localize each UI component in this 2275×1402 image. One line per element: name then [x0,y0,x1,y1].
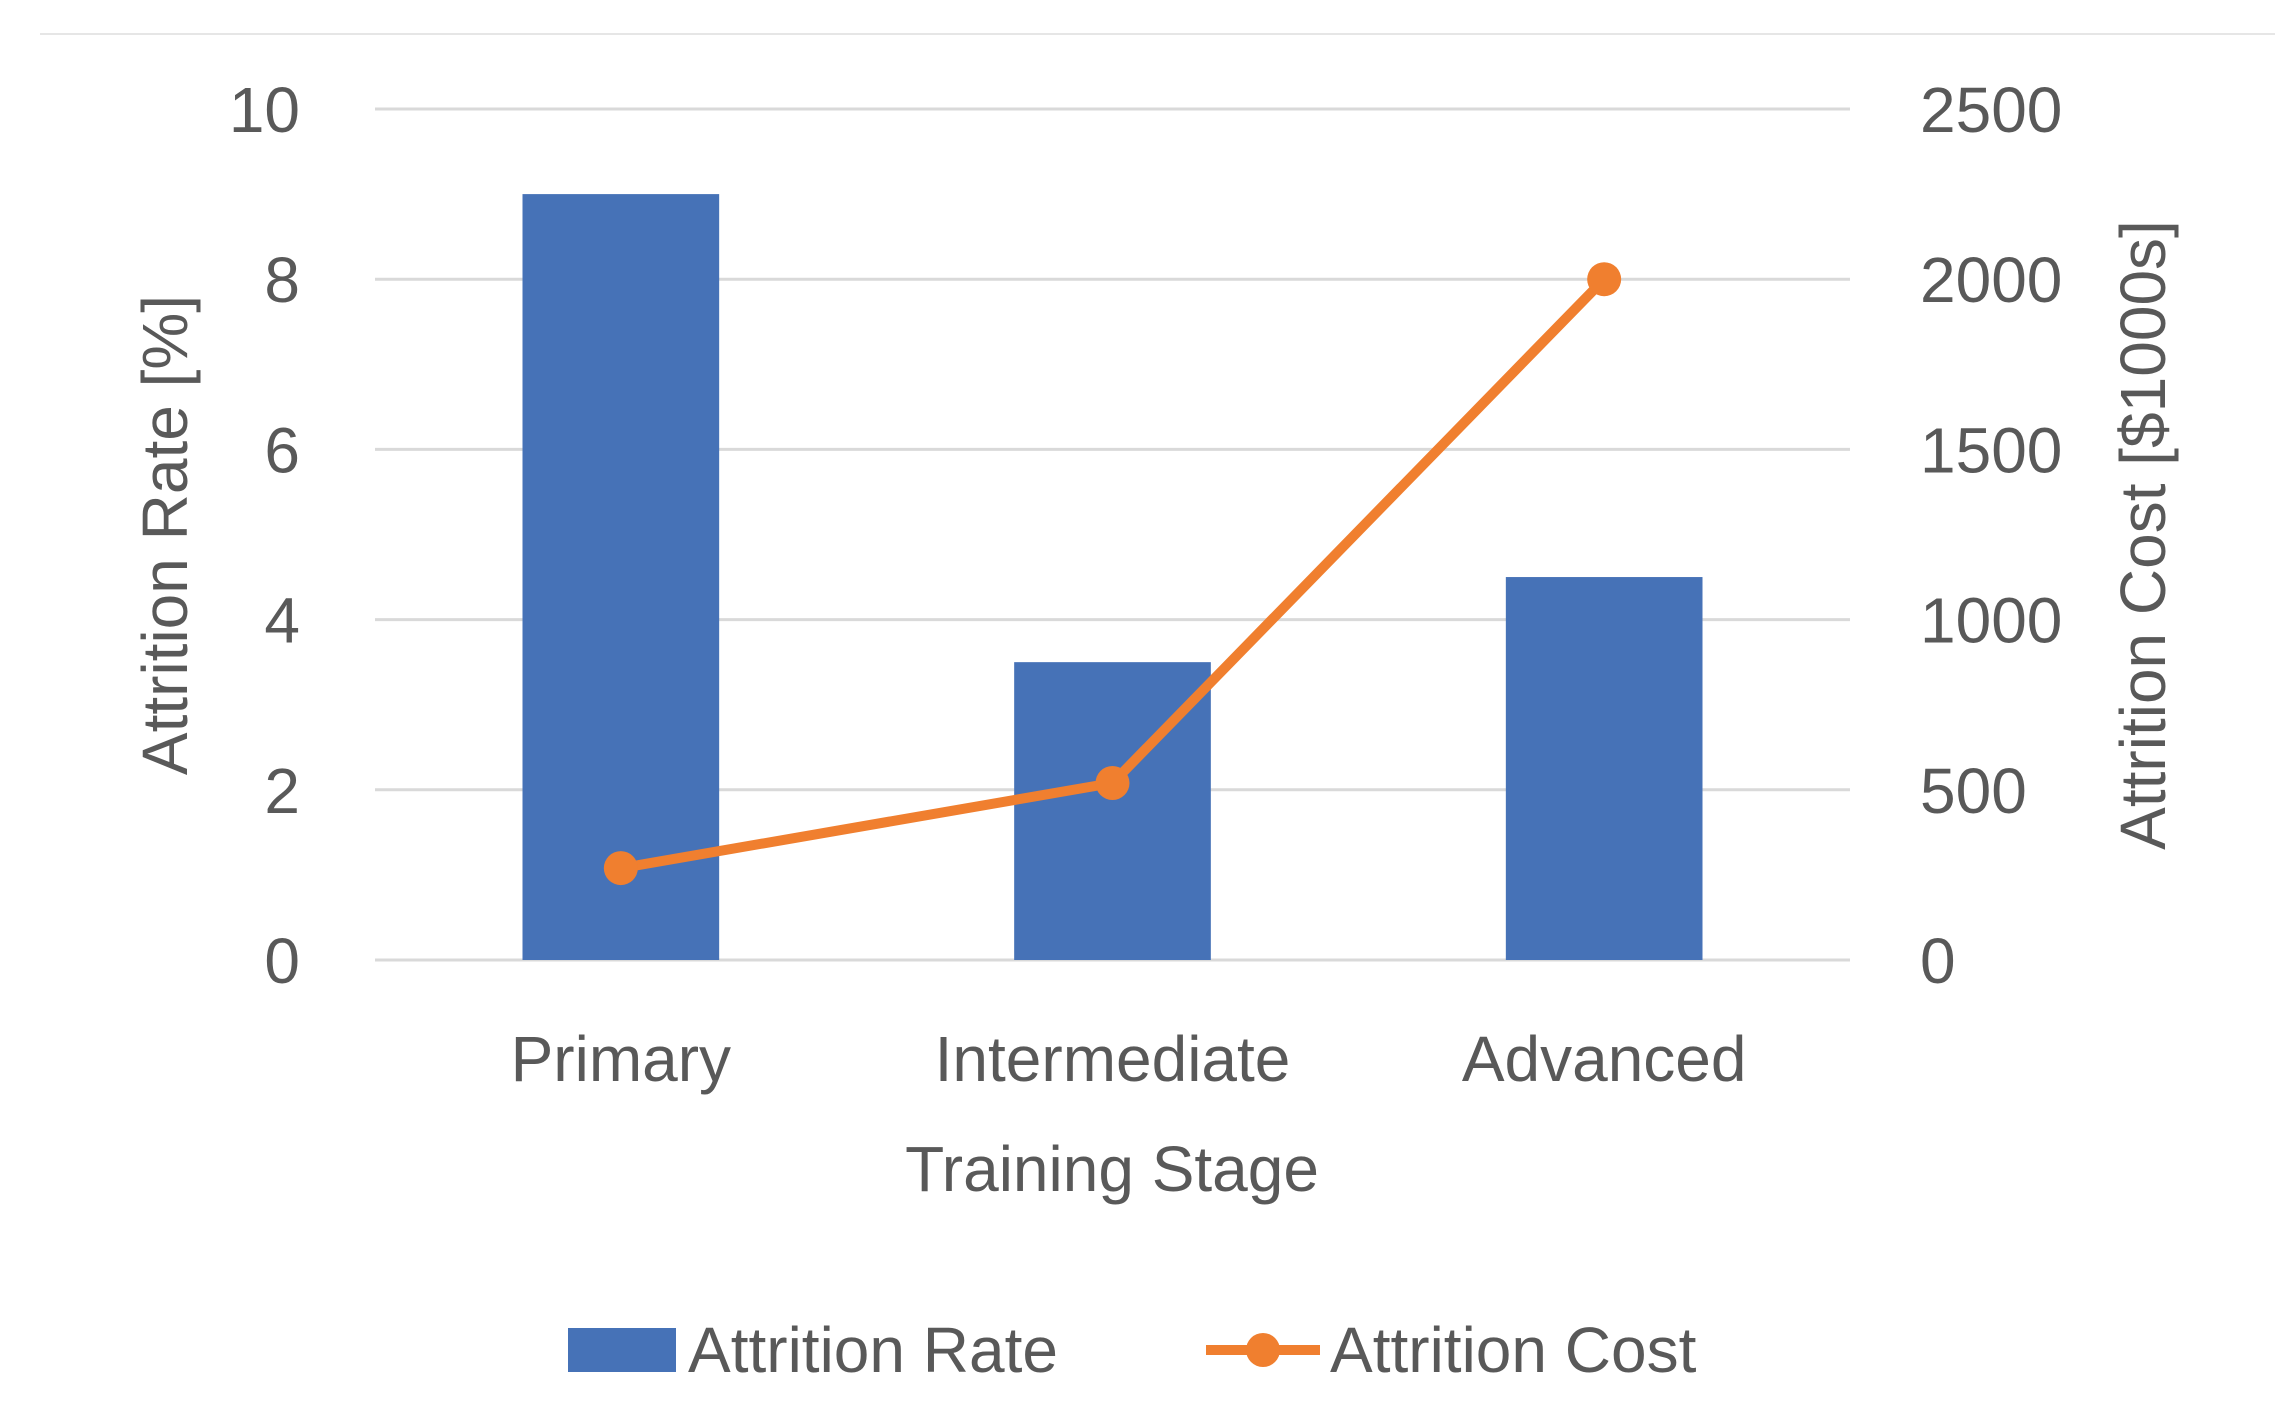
left-tick-label: 8 [264,244,300,316]
left-tick-label: 2 [264,755,300,827]
right-tick-label: 2000 [1920,244,2062,316]
y2-axis-title: Attrition Cost [$1000s] [2107,220,2179,850]
right-tick-label: 1500 [1920,414,2062,486]
right-tick-label: 2500 [1920,74,2062,146]
category-label: Advanced [1462,1023,1747,1095]
left-tick-label: 4 [264,585,300,657]
legend-label-attrition-rate: Attrition Rate [688,1314,1058,1386]
category-label: Primary [511,1023,731,1095]
right-tick-label: 1000 [1920,585,2062,657]
right-axis-ticks: 0 500 1000 1500 2000 2500 [1920,74,2062,997]
line-series [603,262,1622,886]
category-label: Intermediate [935,1023,1291,1095]
y-axis-title: Attrition Rate [%] [129,295,201,775]
left-axis-ticks: 0 2 4 6 8 10 [229,74,300,997]
bar-primary [522,194,720,961]
point-primary [603,851,638,886]
bar-series [522,194,1703,961]
legend-label-attrition-cost: Attrition Cost [1330,1314,1697,1386]
legend-swatch-attrition-rate [568,1328,676,1372]
category-labels: Primary Intermediate Advanced [511,1023,1747,1095]
right-tick-label: 0 [1920,925,1956,997]
left-tick-label: 0 [264,925,300,997]
legend-swatch-attrition-cost-marker [1246,1333,1280,1367]
legend: Attrition Rate Attrition Cost [568,1314,1697,1386]
right-tick-label: 500 [1920,755,2027,827]
x-axis-title: Training Stage [905,1133,1319,1205]
left-tick-label: 10 [229,74,300,146]
bar-advanced [1505,577,1703,960]
left-tick-label: 6 [264,414,300,486]
point-advanced [1587,262,1622,297]
point-intermediate [1095,765,1130,800]
